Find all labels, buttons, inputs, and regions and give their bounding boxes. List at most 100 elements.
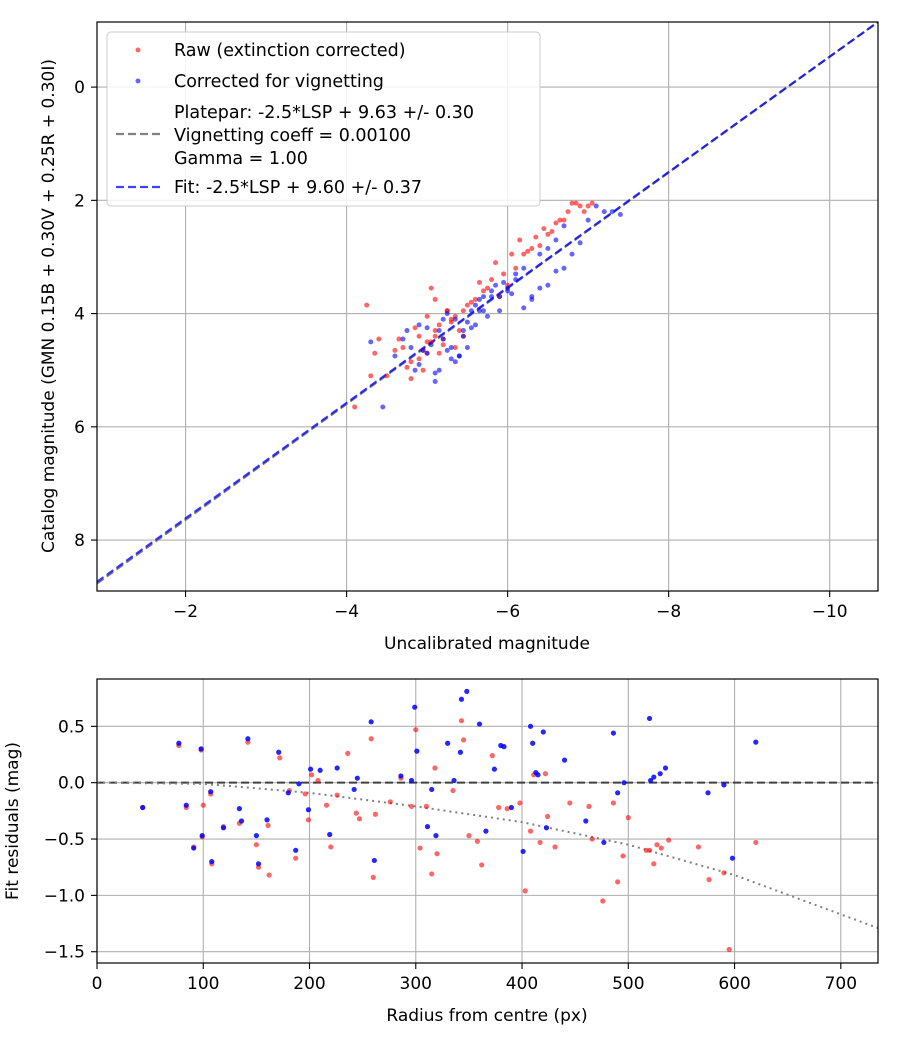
corrected-point	[480, 294, 486, 300]
raw-residual-point	[721, 870, 727, 876]
raw-residual-point	[458, 718, 465, 724]
bottom-x-axis-label: Radius from centre (px)	[386, 1006, 587, 1026]
raw-residual-point	[466, 833, 472, 839]
corrected-point	[545, 282, 551, 288]
corrected-residual-point	[351, 786, 357, 793]
bottom-x-tick-label: 500	[612, 974, 644, 994]
corrected-residual-point	[429, 786, 435, 793]
raw-residual-point	[567, 800, 573, 806]
corrected-point	[493, 282, 499, 288]
corrected-residual-point	[414, 748, 420, 754]
raw-point	[533, 234, 539, 240]
top-x-tick-label: −10	[812, 602, 848, 622]
top-x-tick-label: −2	[173, 602, 198, 622]
corrected-residual-point	[621, 780, 627, 786]
corrected-residual-point	[183, 802, 189, 808]
top-y-tick-label: 2	[74, 191, 85, 211]
raw-point	[476, 279, 482, 285]
raw-residual-point	[432, 765, 438, 771]
raw-point	[537, 243, 543, 249]
bottom-reference-lines	[97, 781, 878, 930]
corrected-residual-point	[651, 774, 657, 780]
corrected-point	[609, 209, 615, 215]
raw-point	[557, 217, 563, 223]
vignetting-trend-line	[97, 781, 878, 930]
corrected-residual-point	[255, 861, 262, 867]
raw-point	[464, 302, 470, 308]
raw-residual-point	[450, 787, 456, 794]
raw-point	[529, 245, 535, 251]
bottom-y-tick-label: −1.0	[44, 886, 85, 906]
corrected-point	[569, 251, 575, 257]
corrected-residual-point	[368, 719, 374, 725]
corrected-point	[497, 308, 503, 314]
raw-residual-point	[537, 839, 543, 846]
corrected-point	[444, 311, 450, 317]
bottom-x-tick-label: 700	[825, 974, 857, 994]
raw-point	[392, 347, 398, 353]
raw-point	[372, 350, 378, 356]
raw-point	[573, 200, 579, 206]
corrected-residual-point	[601, 839, 607, 846]
raw-point	[501, 271, 507, 277]
corrected-residual-point	[451, 777, 457, 784]
bottom-y-axis-label: Fit residuals (mag)	[3, 742, 23, 900]
corrected-point	[529, 294, 535, 300]
raw-residual-point	[305, 817, 312, 823]
corrected-residual-point	[264, 817, 270, 823]
corrected-point	[501, 279, 507, 285]
raw-residual-point	[706, 877, 712, 883]
corrected-residual-point	[445, 740, 451, 746]
corrected-residual-point	[317, 767, 323, 773]
corrected-residual-point	[662, 765, 669, 771]
raw-point	[565, 209, 571, 215]
raw-residual-point	[666, 837, 672, 843]
top-x-tick-label: −8	[656, 602, 681, 622]
raw-residual-point	[368, 736, 374, 742]
raw-residual-point	[517, 800, 523, 806]
corrected-residual-point	[209, 858, 215, 865]
raw-point	[432, 296, 438, 302]
raw-point	[352, 404, 358, 410]
corrected-point	[460, 333, 466, 339]
raw-residual-point	[620, 853, 626, 859]
raw-point	[436, 350, 442, 356]
corrected-residual-point	[540, 729, 546, 735]
corrected-residual-point	[285, 790, 291, 796]
legend-frame	[106, 31, 541, 207]
raw-residual-point	[586, 803, 592, 809]
corrected-residual-point	[408, 777, 415, 784]
legend-raw-marker	[135, 47, 141, 53]
raw-point	[472, 296, 478, 302]
corrected-point	[440, 316, 446, 322]
corrected-point	[448, 345, 454, 351]
corrected-point	[561, 265, 567, 271]
corrected-point	[380, 404, 386, 410]
raw-point	[489, 277, 495, 283]
bottom-axes-frame	[96, 678, 879, 964]
raw-point	[412, 325, 418, 331]
raw-residual-point	[522, 888, 528, 894]
corrected-residual-point	[245, 736, 251, 742]
raw-residual-point	[417, 845, 423, 851]
corrected-residual-point	[483, 828, 489, 834]
raw-point	[408, 359, 414, 365]
corrected-residual-point	[476, 721, 483, 727]
corrected-residual-point	[705, 790, 711, 796]
corrected-point	[497, 294, 503, 300]
legend-raw-label: Raw (extinction corrected)	[174, 41, 406, 61]
raw-point	[493, 260, 499, 266]
legend: Raw (extinction corrected) Corrected for…	[106, 31, 541, 207]
top-axes-frame	[96, 21, 879, 592]
raw-residual-point	[695, 844, 702, 850]
corrected-residual-point	[561, 757, 568, 763]
bottom-scatter-points	[140, 688, 759, 953]
raw-residual-point	[479, 862, 485, 868]
corrected-residual-point	[236, 806, 242, 812]
raw-residual-point	[646, 847, 653, 853]
raw-residual-point	[372, 811, 378, 817]
corrected-residual-point	[327, 831, 333, 838]
raw-point	[432, 333, 438, 339]
raw-point	[420, 367, 426, 373]
legend-gamma-label: Gamma = 1.00	[174, 149, 308, 169]
